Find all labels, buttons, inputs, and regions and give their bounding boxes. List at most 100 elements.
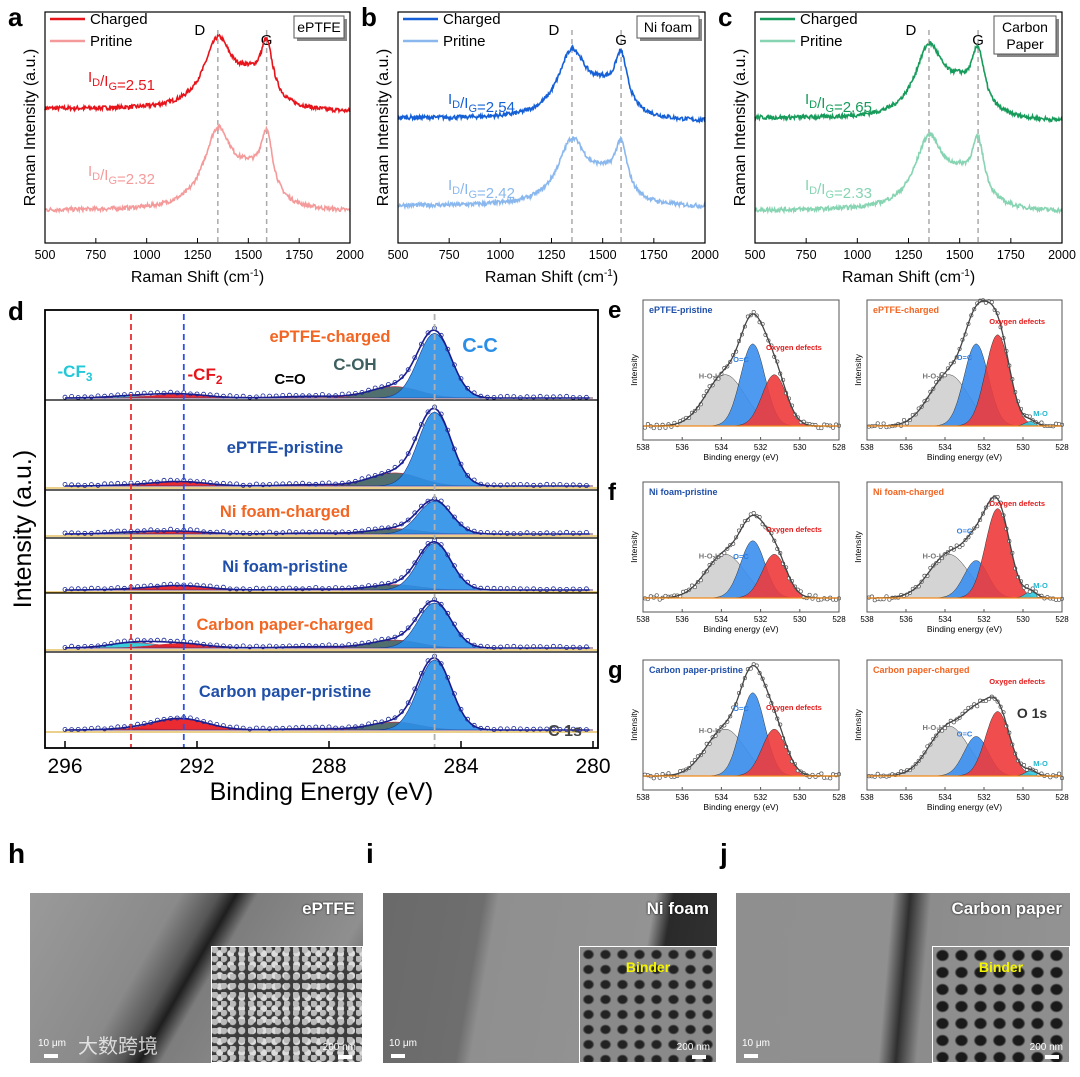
data-point xyxy=(201,719,207,724)
data-point xyxy=(819,426,824,431)
legend-label: Pritine xyxy=(90,33,133,50)
ratio-text: 2.51 xyxy=(126,77,155,94)
data-point xyxy=(518,481,523,487)
data-point xyxy=(62,645,68,650)
panel-letter: f xyxy=(608,479,617,506)
x-tick-label: 528 xyxy=(832,793,846,802)
data-point xyxy=(504,393,510,399)
data-point xyxy=(346,530,352,535)
o1s-panel-carbon-paper-charged: Carbon paper-charged H-O-H O=C Oxygen defec… xyxy=(853,659,1069,812)
data-point xyxy=(399,459,405,465)
id-ig-ratio-label: ID/IG=2.65 xyxy=(805,91,872,116)
data-point xyxy=(385,382,391,387)
data-point xyxy=(227,393,233,399)
data-point xyxy=(82,530,88,536)
data-point xyxy=(62,587,68,592)
data-point xyxy=(115,585,121,590)
data-point xyxy=(62,530,68,536)
x-axis-title-sup: -1 xyxy=(604,268,613,279)
x-tick-label: 750 xyxy=(85,248,106,262)
x-tick-label: 536 xyxy=(899,615,913,624)
data-point xyxy=(141,528,147,534)
panel-letter: d xyxy=(8,296,24,326)
data-point xyxy=(504,482,510,488)
data-point xyxy=(405,700,411,706)
x-axis-title-text: Raman Shift (cm xyxy=(131,269,250,286)
data-point xyxy=(352,642,358,647)
x-tick-label: 530 xyxy=(793,443,807,452)
data-point xyxy=(62,727,68,732)
data-point xyxy=(346,642,352,647)
x-tick-label: 1750 xyxy=(285,248,313,262)
data-point xyxy=(751,309,756,315)
data-point xyxy=(537,482,543,488)
sem-image-ni-foam: Ni foam Binder 200 nm 10 μm xyxy=(383,893,717,1063)
data-point xyxy=(267,585,273,591)
x-tick-label: 280 xyxy=(575,755,610,778)
component-label: Oxygen defects xyxy=(766,343,822,352)
inset-scale-bar xyxy=(1045,1055,1059,1059)
x-tick-label: 1000 xyxy=(486,248,514,262)
data-point xyxy=(280,481,286,487)
x-axis-title: Binding energy (eV) xyxy=(927,624,1002,634)
data-point xyxy=(537,644,543,649)
o1s-panel-ni-foam-charged: Ni foam-charged H-O-H O=C Oxygen defects M-O… xyxy=(853,481,1069,634)
envelope-line xyxy=(867,300,1062,427)
data-point xyxy=(491,585,497,591)
data-point xyxy=(412,436,418,442)
data-point xyxy=(141,390,147,396)
data-point xyxy=(366,640,372,645)
data-point xyxy=(564,727,569,732)
data-point xyxy=(280,725,286,731)
data-point xyxy=(75,727,81,732)
x-tick-label: 536 xyxy=(899,443,913,452)
component-label: M-O xyxy=(1033,409,1048,418)
data-point xyxy=(95,643,101,649)
row-label: ePTFE-pristine xyxy=(227,439,343,457)
data-point xyxy=(570,644,576,650)
data-point xyxy=(359,640,365,646)
data-point xyxy=(319,724,325,730)
data-point xyxy=(405,625,411,631)
binder-label: Binder xyxy=(625,959,671,975)
xps-row-carbon-paper-charged: Carbon paper-charged xyxy=(45,597,598,651)
data-point xyxy=(234,530,240,535)
x-tick-label: 528 xyxy=(832,615,846,624)
data-point xyxy=(524,726,530,732)
ratio-text: /I xyxy=(460,95,468,112)
data-point xyxy=(201,391,207,397)
data-point xyxy=(207,392,213,398)
x-tick-label: 750 xyxy=(796,248,817,262)
data-point xyxy=(657,426,662,431)
data-point xyxy=(102,726,107,732)
component-label: O=C xyxy=(733,355,749,364)
data-point xyxy=(207,720,213,726)
data-point xyxy=(227,724,233,730)
sem-image-carbon-paper: Carbon paper Binder 200 nm 10 μm xyxy=(736,893,1070,1063)
ratio-text: 2.32 xyxy=(126,171,155,188)
data-point xyxy=(584,586,589,592)
data-point xyxy=(570,482,576,488)
data-point xyxy=(557,394,563,400)
data-point xyxy=(82,586,88,592)
data-point xyxy=(247,644,253,650)
legend-label: Pritine xyxy=(443,33,486,50)
data-point xyxy=(214,722,220,727)
data-point xyxy=(135,480,141,486)
data-point xyxy=(405,451,411,457)
x-tick-label: 528 xyxy=(1055,793,1069,802)
o1s-panel-eptfe-pristine: e ePTFE-pristine H-O-H O=C Oxygen defects 538… xyxy=(608,297,846,462)
data-point xyxy=(511,531,517,536)
data-point xyxy=(194,391,200,397)
y-axis-title: Intensity xyxy=(853,530,863,562)
data-point xyxy=(577,727,583,732)
data-point xyxy=(300,393,306,399)
plot-frame xyxy=(642,481,840,613)
xps-row-eptfe-pristine: ePTFE-pristine xyxy=(45,404,598,489)
data-point xyxy=(405,568,411,574)
data-point xyxy=(168,581,174,587)
plot-frame xyxy=(44,309,599,749)
data-point xyxy=(102,481,107,487)
data-point xyxy=(484,644,490,649)
data-point xyxy=(154,583,160,589)
